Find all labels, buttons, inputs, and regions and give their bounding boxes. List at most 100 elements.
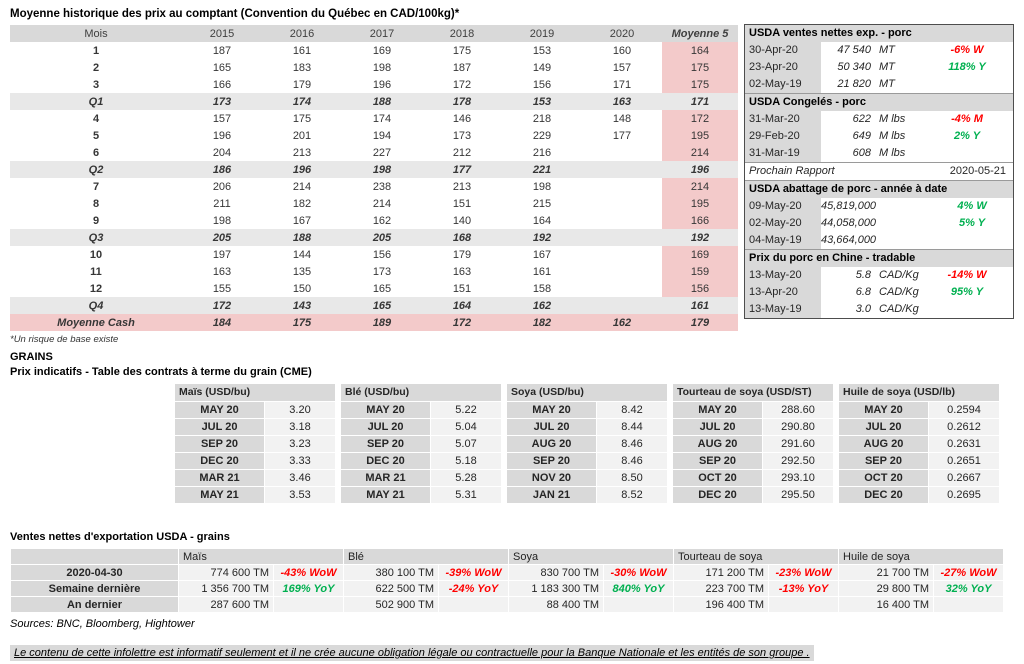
price-cell: 188 (342, 93, 422, 110)
futures-contract-row: JUL 20 0.2612 (839, 418, 999, 435)
price-cell: 146 (452, 112, 472, 125)
exports-row-label: Semaine dernière (10, 580, 179, 597)
exports-change (933, 596, 1005, 613)
price-row-label: Q4 (10, 297, 182, 314)
futures-contract-row: MAR 21 5.28 (341, 469, 501, 486)
usda-data-row: 04-May-19 43,664,000 (745, 232, 1013, 249)
price-avg-cell: 195 (662, 127, 738, 144)
price-cell: 175 (262, 314, 342, 331)
price-row: Q4 172 143 165 164 162 161 (10, 297, 738, 314)
exports-commodity-header: Maïs (178, 548, 344, 565)
price-row-label: 5 (92, 129, 100, 142)
contract-price: 8.52 (597, 487, 667, 503)
futures-tables: Maïs (USD/bu) MAY 20 3.20 JUL 20 3.18 SEP 20 3… (175, 384, 1014, 503)
price-avg-cell: 214 (662, 144, 738, 161)
contract-month: DEC 20 (673, 487, 763, 503)
price-cell: 177 (422, 161, 502, 178)
price-avg-cell: 192 (662, 229, 738, 246)
contract-price: 0.2695 (929, 487, 999, 503)
futures-contract-row: MAY 20 288.60 (673, 401, 833, 418)
price-row: Q1 173 174 188 178 153 163 171 (10, 93, 738, 110)
exports-row-label: 2020-04-30 (10, 564, 179, 581)
contract-price: 8.46 (597, 453, 667, 469)
price-header-cell: 2017 (342, 25, 422, 42)
price-cell: 213 (292, 146, 312, 159)
price-cell: 135 (292, 265, 312, 278)
price-row-label: Q3 (10, 229, 182, 246)
contract-month: SEP 20 (341, 436, 431, 452)
price-row: 11 163 135 173 163 161 159 (10, 263, 738, 280)
price-cell: 166 (212, 78, 232, 91)
usda-change: 4% W (957, 200, 987, 212)
futures-contract-row: AUG 20 0.2631 (839, 435, 999, 452)
price-row: 3 166 179 196 172 156 171 175 (10, 76, 738, 93)
price-cell (582, 144, 662, 161)
exports-corner-cell (10, 548, 179, 565)
exports-commodity-header: Soya (507, 548, 675, 565)
futures-contract-row: MAR 21 3.46 (175, 469, 335, 486)
price-avg-cell: 179 (662, 314, 738, 331)
usda-value: 649 (852, 130, 871, 142)
price-cell: 165 (342, 297, 422, 314)
futures-table: Tourteau de soya (USD/ST) MAY 20 288.60 JUL… (673, 384, 833, 503)
contract-month: OCT 20 (673, 470, 763, 486)
futures-contract-row: SEP 20 8.46 (507, 452, 667, 469)
contract-month: MAY 21 (341, 487, 431, 503)
price-cell: 238 (372, 180, 392, 193)
price-cell: 156 (372, 248, 392, 261)
price-cell: 161 (292, 44, 312, 57)
contract-price: 5.18 (431, 453, 501, 469)
price-row: 4 157 175 174 146 218 148 172 (10, 110, 738, 127)
price-cell: 143 (262, 297, 342, 314)
price-row-label: 1 (92, 44, 100, 57)
price-row: Moyenne Cash 184 175 189 172 182 162 179 (10, 314, 738, 331)
price-cell: 144 (292, 248, 312, 261)
price-cell (582, 178, 662, 195)
usda-date: 31-Mar-19 (745, 145, 821, 162)
price-cell: 167 (292, 214, 312, 227)
price-cell: 163 (212, 265, 232, 278)
contract-month: AUG 20 (839, 436, 929, 452)
price-cell: 215 (532, 197, 552, 210)
exports-change: -23% WoW (768, 564, 840, 581)
usda-data-row: 13-May-20 5.8 CAD/Kg -14% W (745, 267, 1013, 284)
price-row-label: 6 (92, 146, 100, 159)
price-cell: 182 (292, 197, 312, 210)
usda-data-row: 13-Apr-20 6.8 CAD/Kg 95% Y (745, 284, 1013, 301)
usda-data-row: 31-Mar-20 622 M lbs -4% M (745, 111, 1013, 128)
contract-price: 5.22 (431, 402, 501, 418)
price-cell: 151 (452, 282, 472, 295)
usda-date: 02-May-19 (745, 76, 821, 93)
price-cell: 175 (452, 44, 472, 57)
price-avg-cell: 169 (662, 246, 738, 263)
price-cell: 157 (612, 61, 632, 74)
exports-value: 21 700 TM (838, 564, 935, 581)
usda-data-row: 29-Feb-20 649 M lbs 2% Y (745, 128, 1013, 145)
usda-data-row: 31-Mar-19 608 M lbs (745, 145, 1013, 162)
futures-table: Maïs (USD/bu) MAY 20 3.20 JUL 20 3.18 SEP 20 3… (175, 384, 335, 503)
price-row: 1 187 161 169 175 153 160 164 (10, 42, 738, 59)
price-row: 2 165 183 198 187 149 157 175 (10, 59, 738, 76)
price-header-cell: 2020 (582, 25, 662, 42)
price-cell: 213 (452, 180, 472, 193)
usda-unit: CAD/Kg (879, 286, 919, 298)
exports-table-body: Maïs Blé Soya Tourteau de soya Huile de soya… (10, 548, 1005, 613)
price-avg-cell: 195 (662, 195, 738, 212)
exports-row: Semaine dernière 1 356 700 TM 169% YoY 622 … (10, 580, 1005, 597)
usda-data-row: 02-May-19 21 820 MT (745, 76, 1013, 93)
futures-table-title: Blé (USD/bu) (341, 384, 501, 401)
exports-value: 223 700 TM (673, 580, 770, 597)
disclaimer: Le contenu de cette infolettre est infor… (10, 645, 814, 661)
usda-data-row: 02-May-20 44,058,000 5% Y (745, 215, 1013, 232)
price-row-label: 4 (92, 112, 100, 125)
contract-month: OCT 20 (839, 470, 929, 486)
futures-contract-row: SEP 20 5.07 (341, 435, 501, 452)
price-cell: 183 (292, 61, 312, 74)
contract-month: MAY 21 (175, 487, 265, 503)
price-cell: 174 (262, 93, 342, 110)
usda-value: 21 820 (837, 78, 871, 90)
futures-contract-row: MAY 20 3.20 (175, 401, 335, 418)
usda-date: 04-May-19 (745, 232, 821, 249)
price-cell: 173 (452, 129, 472, 142)
price-row: Q3 205 188 205 168 192 192 (10, 229, 738, 246)
